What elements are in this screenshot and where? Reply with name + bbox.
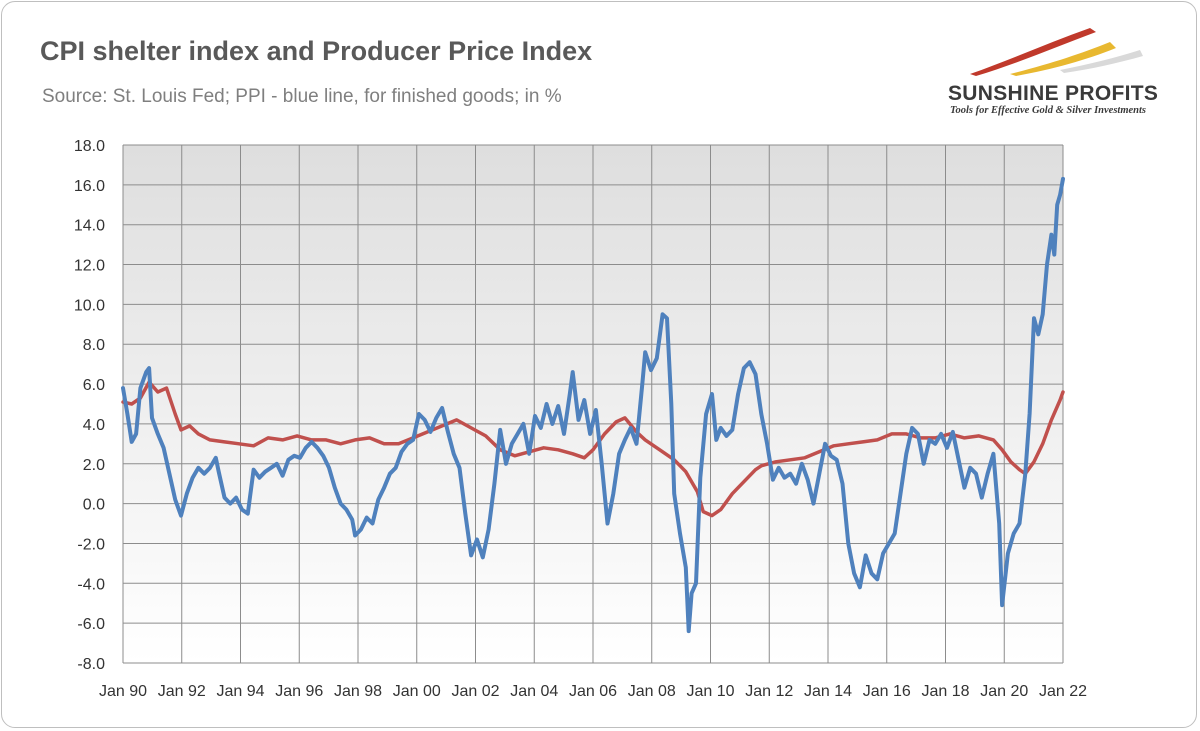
x-tick-label: Jan 10 [686,683,734,700]
chart-subtitle: Source: St. Louis Fed; PPI - blue line, … [42,86,562,107]
y-tick-label: 8.0 [83,337,105,354]
y-tick-label: -2.0 [77,536,105,553]
x-tick-label: Jan 92 [158,683,206,700]
x-tick-label: Jan 16 [863,683,911,700]
x-tick-label: Jan 98 [334,683,382,700]
y-tick-label: -8.0 [77,656,105,673]
x-tick-label: Jan 06 [569,683,617,700]
logo-swoosh-icon [970,28,1143,76]
x-tick-label: Jan 90 [99,683,147,700]
logo-tagline: Tools for Effective Gold & Silver Invest… [950,105,1146,116]
x-axis: Jan 90 Jan 92 Jan 94 Jan 96 Jan 98 Jan 00 Jan … [99,683,1087,700]
y-tick-label: 10.0 [74,297,105,314]
y-tick-label: 12.0 [74,258,105,275]
chart-title: CPI shelter index and Producer Price Ind… [40,36,593,66]
y-tick-label: -4.0 [77,576,105,593]
sunshine-profits-logo: SUNSHINE PROFITS Tools for Effective Gol… [940,20,1180,120]
y-tick-label: -6.0 [77,616,105,633]
series-layer [121,176,1065,634]
x-tick-label: Jan 08 [628,683,676,700]
y-tick-label: 6.0 [83,377,105,394]
x-tick-label: Jan 04 [510,683,558,700]
y-tick-label: 2.0 [83,457,105,474]
x-tick-label: Jan 00 [393,683,441,700]
y-tick-label: 4.0 [83,417,105,434]
x-tick-label: Jan 94 [216,683,264,700]
x-tick-label: Jan 18 [921,683,969,700]
y-tick-label: 18.0 [74,138,105,155]
ppi-series-line [121,176,1065,634]
x-tick-label: Jan 96 [275,683,323,700]
x-tick-label: Jan 20 [980,683,1028,700]
logo-name: SUNSHINE PROFITS [948,82,1159,105]
x-tick-label: Jan 22 [1039,683,1087,700]
y-axis: 18.0 16.0 14.0 12.0 10.0 8.0 6.0 4.0 2.0 0.0 -2.0 -… [74,138,105,673]
y-tick-label: 16.0 [74,178,105,195]
cpi-shelter-series-line [121,380,1065,518]
x-tick-label: Jan 14 [804,683,852,700]
x-tick-label: Jan 12 [745,683,793,700]
y-tick-label: 14.0 [74,218,105,235]
y-tick-label: 0.0 [83,497,105,514]
x-tick-label: Jan 02 [451,683,499,700]
